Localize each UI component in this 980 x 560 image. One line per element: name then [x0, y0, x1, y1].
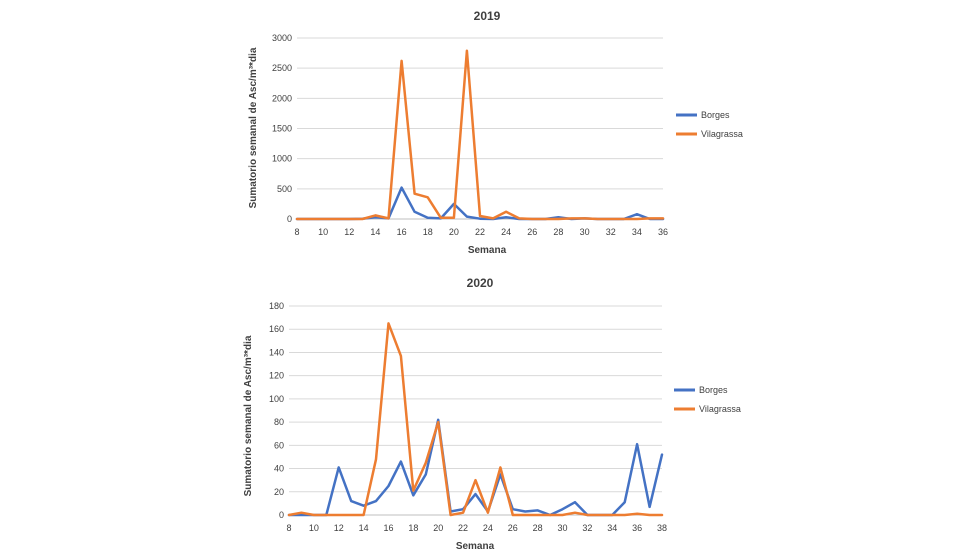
- x-tick-label: 36: [658, 227, 668, 237]
- x-tick-label: 32: [582, 523, 592, 533]
- x-tick-label: 34: [607, 523, 617, 533]
- chart-2020: 2020 0 20 40 60 80 100 120 140 160 180 8 10 12 14 16 1…: [243, 276, 741, 552]
- series-line-borges: [287, 418, 664, 517]
- x-tick-label: 14: [359, 523, 369, 533]
- y-tick-label: 120: [269, 371, 284, 381]
- x-tick-label: 22: [458, 523, 468, 533]
- x-tick-label: 8: [286, 523, 291, 533]
- x-tick-label: 18: [408, 523, 418, 533]
- y-tick-label: 60: [274, 440, 284, 450]
- legend-label-vilagrassa: Vilagrassa: [701, 129, 743, 139]
- x-tick-label: 28: [553, 227, 563, 237]
- x-tick-label: 18: [423, 227, 433, 237]
- legend-label-borges: Borges: [699, 385, 728, 395]
- chart-title: 2020: [467, 276, 494, 290]
- y-tick-labels: 0 500 1000 1500 2000 2500 3000: [272, 33, 292, 224]
- y-tick-label: 140: [269, 347, 284, 357]
- y-tick-labels: 0 20 40 60 80 100 120 140 160 180: [269, 301, 284, 520]
- x-tick-label: 30: [580, 227, 590, 237]
- y-tick-label: 40: [274, 464, 284, 474]
- x-axis-label: Semana: [456, 541, 495, 552]
- y-tick-label: 1500: [272, 124, 292, 134]
- x-tick-label: 22: [475, 227, 485, 237]
- legend-label-borges: Borges: [701, 110, 730, 120]
- x-tick-label: 30: [558, 523, 568, 533]
- x-tick-label: 26: [508, 523, 518, 533]
- y-axis-label: Sumatorio semanal de Asc/m³*dia: [243, 335, 254, 496]
- x-tick-label: 8: [294, 227, 299, 237]
- y-tick-label: 100: [269, 394, 284, 404]
- series-lines: [287, 322, 664, 517]
- x-tick-label: 12: [334, 523, 344, 533]
- y-tick-label: 180: [269, 301, 284, 311]
- legend: Borges Vilagrassa: [674, 385, 741, 414]
- y-tick-label: 2000: [272, 93, 292, 103]
- x-tick-label: 38: [657, 523, 667, 533]
- x-tick-label: 10: [318, 227, 328, 237]
- chart-title: 2019: [474, 9, 501, 23]
- x-tick-label: 36: [632, 523, 642, 533]
- y-tick-label: 160: [269, 324, 284, 334]
- legend-label-vilagrassa: Vilagrassa: [699, 404, 741, 414]
- x-axis-label: Semana: [468, 245, 507, 256]
- legend: Borges Vilagrassa: [676, 110, 743, 139]
- y-tick-label: 500: [277, 184, 292, 194]
- x-tick-labels: 8 10 12 14 16 18 20 22 24 26 28 30 32 34 36: [294, 227, 668, 237]
- y-tick-label: 0: [287, 214, 292, 224]
- x-tick-label: 28: [533, 523, 543, 533]
- y-tick-label: 3000: [272, 33, 292, 43]
- chart-2019: 2019 0 500 1000 1500 2000 2500 3000 8 10 12 14 16 1…: [248, 9, 743, 256]
- x-tick-label: 14: [370, 227, 380, 237]
- y-tick-label: 80: [274, 417, 284, 427]
- x-tick-label: 24: [501, 227, 511, 237]
- series-lines: [295, 49, 665, 221]
- x-tick-label: 34: [632, 227, 642, 237]
- y-tick-label: 1000: [272, 154, 292, 164]
- y-tick-label: 2500: [272, 63, 292, 73]
- y-tick-label: 20: [274, 487, 284, 497]
- y-tick-label: 0: [279, 510, 284, 520]
- gridlines: [297, 37, 663, 220]
- x-tick-label: 20: [433, 523, 443, 533]
- x-tick-labels: 8 10 12 14 16 18 20 22 24 26 28 30 32 34 36 38: [286, 523, 667, 533]
- x-tick-label: 26: [527, 227, 537, 237]
- x-tick-label: 12: [344, 227, 354, 237]
- x-tick-label: 20: [449, 227, 459, 237]
- series-line-vilagrassa: [287, 322, 664, 517]
- x-tick-label: 10: [309, 523, 319, 533]
- x-tick-label: 32: [606, 227, 616, 237]
- x-tick-label: 24: [483, 523, 493, 533]
- x-tick-label: 16: [383, 523, 393, 533]
- x-tick-label: 16: [397, 227, 407, 237]
- y-axis-label: Sumatorio semanal de Asc/m³*dia: [248, 47, 259, 208]
- series-line-vilagrassa: [295, 49, 665, 221]
